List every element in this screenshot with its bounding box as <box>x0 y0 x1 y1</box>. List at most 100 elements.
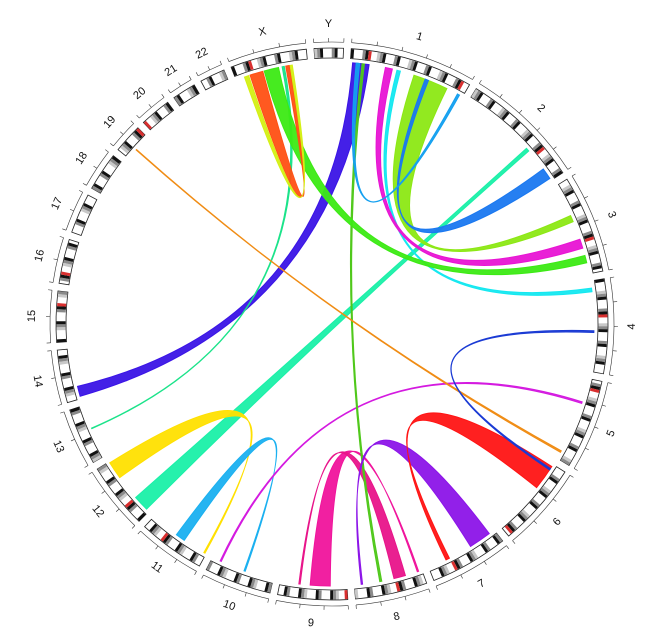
scale-tick <box>479 79 482 84</box>
cytoband <box>560 458 571 466</box>
cytoband <box>134 130 143 139</box>
cytoband <box>288 51 293 61</box>
cytoband <box>457 80 465 91</box>
cytoband <box>297 588 302 598</box>
cytoband <box>406 59 413 70</box>
link-ribbon <box>396 78 551 234</box>
cytoband <box>128 503 138 513</box>
cytoband <box>93 183 103 191</box>
cytoband <box>108 160 118 169</box>
cytoband <box>386 584 392 594</box>
cytoband <box>598 311 608 315</box>
chromosome-label-19: 19 <box>101 114 118 131</box>
cytoband <box>531 498 540 507</box>
scale-tick <box>161 94 165 98</box>
scale-tick <box>201 574 204 579</box>
cytoband <box>174 96 182 106</box>
cytoband <box>122 143 131 152</box>
scale-tick <box>252 49 255 54</box>
scale-arc <box>313 41 344 43</box>
chromosome-label-3: 3 <box>605 210 618 220</box>
cytoband <box>536 146 545 155</box>
link-ribbon <box>406 412 553 561</box>
cytoband <box>67 242 78 248</box>
scale-tick <box>610 276 615 278</box>
scale-tick <box>178 82 181 87</box>
link-ribbon <box>249 64 305 198</box>
cytoband <box>334 48 338 58</box>
cytoband <box>75 420 85 427</box>
cytoband <box>60 271 71 277</box>
cytoband <box>532 142 542 151</box>
cytoband <box>592 265 602 271</box>
scale-tick <box>93 165 98 169</box>
cytoband <box>512 121 521 130</box>
scale-tick <box>131 525 136 529</box>
chromosome-label-17: 17 <box>49 196 65 212</box>
scale-arc <box>573 382 609 469</box>
chromosome-15 <box>55 290 69 343</box>
chromosome-label-y: Y <box>325 18 333 30</box>
cytoband <box>92 455 102 463</box>
scale-tick <box>101 490 106 494</box>
cytoband <box>350 49 355 59</box>
scale-tick <box>533 520 537 524</box>
chromosome-13 <box>69 406 103 464</box>
cytoband <box>143 120 152 130</box>
cytoband <box>480 543 489 553</box>
chromosome-label-8: 8 <box>392 610 401 623</box>
cytoband <box>487 100 496 110</box>
cytoband <box>543 156 553 164</box>
cytoband <box>551 168 561 176</box>
scale-tick <box>607 382 612 384</box>
cytoband <box>245 61 251 72</box>
scale-tick <box>567 166 572 170</box>
cytoband <box>222 568 229 578</box>
cytoband <box>318 590 322 600</box>
cytoband <box>476 92 484 102</box>
cytoband <box>57 294 68 298</box>
link-ribbon <box>349 63 383 583</box>
link-ribbon <box>309 450 420 587</box>
cytoband <box>57 303 67 307</box>
cytoband <box>452 78 459 88</box>
scale-tick <box>278 42 280 47</box>
cytoband <box>412 577 418 587</box>
scale-tick <box>84 465 89 468</box>
link-ribbon <box>134 147 530 510</box>
cytoband <box>189 552 197 562</box>
scale-tick <box>88 471 93 475</box>
chromosome-label-1: 1 <box>415 30 424 43</box>
link-ribbon <box>76 62 370 397</box>
cytoband <box>83 439 94 447</box>
link-ribbon <box>356 439 490 585</box>
cytoband <box>591 382 601 388</box>
scale-tick <box>472 75 475 80</box>
cytoband <box>208 76 216 86</box>
scale-tick <box>82 183 87 186</box>
cytoband <box>588 247 598 254</box>
cytoband <box>367 50 372 61</box>
cytoband <box>453 559 461 570</box>
cytoband <box>436 70 443 81</box>
cytoband <box>120 145 130 154</box>
cytoband <box>380 585 386 595</box>
scale-tick <box>105 149 109 153</box>
cytoband <box>58 290 68 295</box>
cytoband <box>99 173 110 181</box>
cytoband <box>485 98 494 108</box>
link-ribbon <box>351 62 461 203</box>
cytoband <box>362 50 366 60</box>
cytoband <box>217 566 224 576</box>
cytoband <box>76 423 86 430</box>
cytoband <box>578 219 589 226</box>
cytoband <box>379 52 384 63</box>
cytoband <box>65 391 75 397</box>
cytoband <box>542 485 552 494</box>
cytoband <box>150 115 159 124</box>
scale-arc <box>63 411 89 466</box>
cytoband <box>596 293 607 298</box>
scale-tick <box>60 411 65 414</box>
scale-arc <box>203 574 269 600</box>
cytoband <box>63 259 73 265</box>
